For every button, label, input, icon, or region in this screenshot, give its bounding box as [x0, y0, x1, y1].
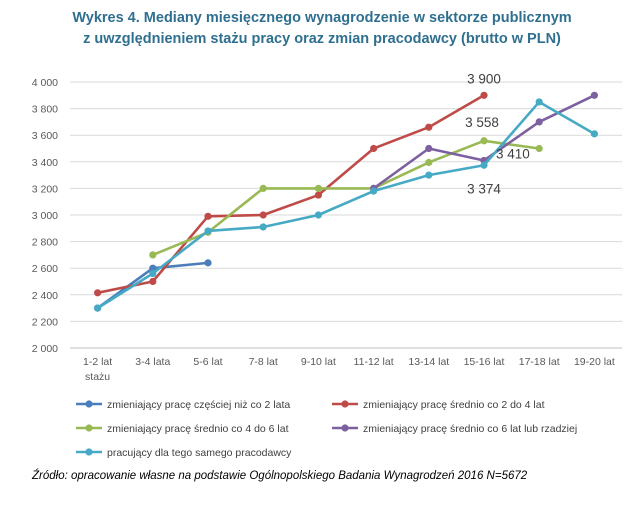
legend-label: zmieniający pracę średnio co 2 do 4 lat [363, 399, 545, 411]
data-point [259, 184, 267, 192]
data-point [149, 251, 157, 259]
legend-marker [341, 400, 349, 408]
data-label: 3 374 [467, 181, 501, 196]
x-tick-label: 3-4 lata [135, 356, 170, 368]
series-line [96, 94, 486, 295]
data-point [314, 184, 322, 192]
data-point [535, 144, 543, 153]
x-tick-label: 19-20 lat [574, 356, 615, 368]
legend-label: zmieniający pracę średnio co 4 do 6 lat [107, 423, 289, 435]
legend-label: zmieniający pracę częściej niż co 2 lata [107, 399, 290, 411]
legend-label: pracujący dla tego samego pracodawcy [107, 447, 292, 459]
data-point [480, 137, 488, 145]
data-point [149, 277, 157, 286]
x-tick-label: 17-18 lat [519, 356, 560, 368]
x-tick-label: 11-12 lat [354, 356, 394, 368]
legend-marker [85, 448, 93, 456]
y-tick-label: 3 400 [32, 157, 58, 169]
data-point [590, 130, 599, 138]
data-point [204, 227, 212, 235]
data-point [535, 118, 543, 126]
data-point [425, 158, 433, 167]
data-point [259, 211, 267, 219]
y-tick-label: 2 800 [32, 237, 58, 249]
data-labels: 3 900 3 558 3 410 3 374 [465, 71, 530, 196]
y-axis: 2 000 2 200 2 400 2 600 2 800 3 000 3 200 3 400… [32, 77, 58, 355]
data-label: 3 410 [496, 146, 530, 161]
legend-entry-2: zmieniający pracę średnio co 2 do 4 lat [332, 399, 545, 411]
data-point [425, 171, 433, 179]
y-tick-label: 3 200 [32, 183, 58, 195]
data-point [314, 191, 322, 199]
data-point [259, 223, 267, 231]
data-point [590, 91, 599, 99]
x-tick-label: 7-8 lat [249, 356, 278, 368]
data-point [425, 123, 433, 131]
legend-entry-5: pracujący dla tego samego pracodawcy [76, 447, 292, 459]
data-point [149, 269, 157, 278]
data-point [480, 161, 488, 169]
chart-title-line-2: z uwzględnieniem stażu pracy oraz zmian … [83, 31, 561, 47]
y-tick-label: 2 400 [32, 290, 58, 302]
series-line [96, 100, 596, 310]
x-tick-label-line-2: stażu [85, 371, 110, 383]
y-tick-label: 3 800 [32, 104, 58, 116]
data-point [370, 187, 378, 195]
data-point [149, 264, 157, 272]
data-point [94, 304, 102, 312]
series-lines [94, 91, 599, 312]
legend-entry-4: zmieniający pracę średnio co 6 lat lub r… [332, 423, 577, 435]
data-point [425, 144, 433, 153]
x-tick-label: 5-6 lat [193, 356, 222, 368]
legend: zmieniający pracę częściej niż co 2 lata… [76, 399, 577, 459]
y-tick-label: 3 000 [32, 210, 58, 222]
series-2 [94, 91, 488, 297]
x-tick-label: 13-14 lat [408, 356, 449, 368]
y-tick-label: 3 600 [32, 130, 58, 142]
series-line [151, 139, 541, 257]
data-label: 3 558 [465, 115, 499, 130]
x-tick-label: 15-16 lat [464, 356, 505, 368]
chart-title-line-1: Wykres 4. Mediany miesięcznego wynagrodz… [72, 10, 572, 26]
legend-entry-3: zmieniający pracę średnio co 4 do 6 lat [76, 423, 289, 435]
source-note: Źródło: opracowanie własne na podstawie … [32, 470, 528, 482]
y-tick-label: 2 600 [32, 263, 58, 275]
legend-marker [341, 424, 349, 432]
data-point [370, 144, 378, 153]
legend-entry-1: zmieniający pracę częściej niż co 2 lata [76, 399, 290, 411]
gridlines [70, 81, 622, 349]
series-5 [94, 98, 599, 312]
series-3 [149, 137, 543, 259]
series-1 [94, 259, 212, 312]
y-tick-label: 4 000 [32, 77, 58, 89]
data-point [204, 212, 212, 220]
legend-marker [85, 400, 93, 408]
chart-title: Wykres 4. Mediany miesięcznego wynagrodz… [0, 8, 644, 50]
x-tick-label: 1-2 lat [83, 356, 112, 368]
legend-label: zmieniający pracę średnio co 6 lat lub r… [363, 423, 577, 435]
data-point [204, 259, 212, 267]
data-point [314, 211, 322, 219]
y-tick-label: 2 200 [32, 316, 58, 328]
data-point [480, 91, 488, 99]
x-axis: 1-2 lat stażu 3-4 lata 5-6 lat 7-8 lat 9-10 l… [83, 356, 615, 383]
legend-marker [85, 424, 93, 432]
data-point [535, 98, 543, 106]
x-tick-label: 9-10 lat [301, 356, 336, 368]
data-point [94, 289, 102, 297]
data-label: 3 900 [467, 71, 501, 86]
y-tick-label: 2 000 [32, 343, 58, 355]
